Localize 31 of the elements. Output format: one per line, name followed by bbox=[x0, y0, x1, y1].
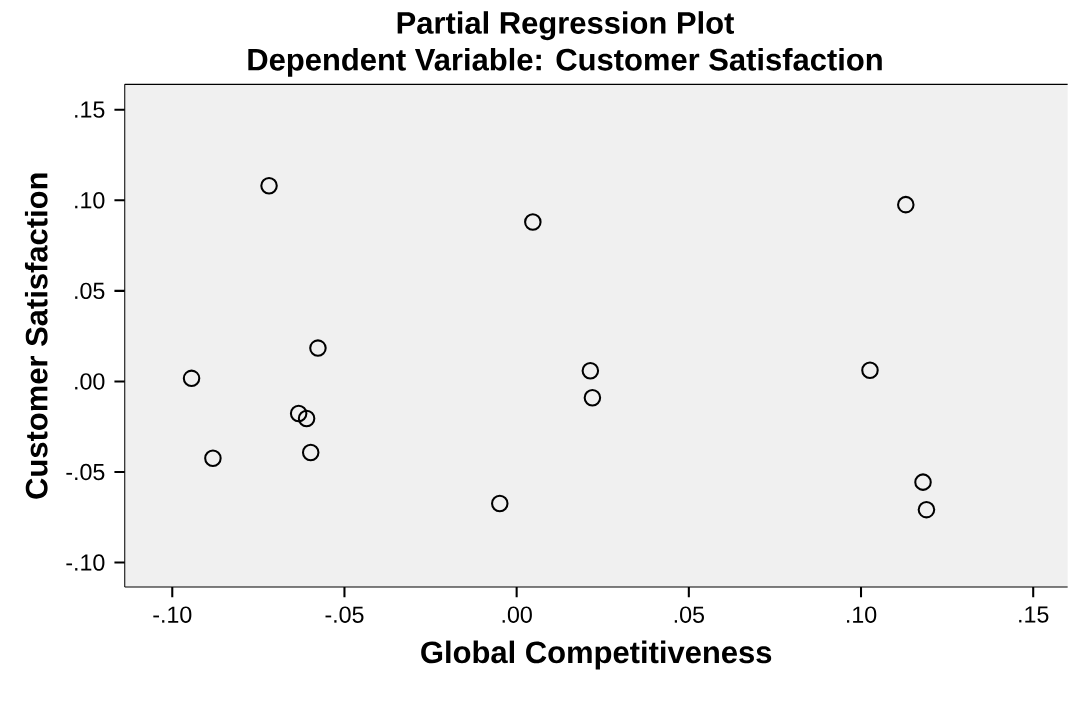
x-tick-label: -.05 bbox=[325, 606, 364, 623]
x-tick-label: .10 bbox=[846, 606, 877, 623]
y-tick-label: -.05 bbox=[66, 463, 105, 481]
chart-title: Partial Regression Plot bbox=[397, 11, 734, 41]
point bbox=[297, 409, 316, 428]
point bbox=[289, 404, 308, 423]
point bbox=[309, 339, 327, 357]
x-tick-label: -.10 bbox=[153, 606, 192, 623]
point bbox=[491, 494, 509, 513]
chart-subtitle: Dependent Variable: Customer Satisfaction bbox=[248, 48, 882, 77]
point bbox=[917, 500, 936, 519]
point bbox=[182, 369, 201, 388]
y-tick-label: .05 bbox=[75, 282, 105, 300]
point bbox=[581, 362, 600, 380]
x-tick-label: .05 bbox=[674, 606, 704, 623]
y-tick-label: .10 bbox=[75, 192, 105, 209]
point bbox=[861, 361, 879, 380]
x-axis-title: Global Competitiveness bbox=[421, 640, 772, 670]
point bbox=[260, 177, 278, 195]
y-tick-label: .15 bbox=[75, 101, 105, 118]
point bbox=[583, 389, 602, 407]
point bbox=[524, 213, 542, 231]
x-tick-label: .15 bbox=[1019, 606, 1049, 623]
point bbox=[914, 473, 932, 491]
y-tick-label: .00 bbox=[75, 373, 105, 390]
point bbox=[897, 195, 915, 214]
point bbox=[204, 449, 222, 468]
y-axis-title: Customer Satisfaction bbox=[24, 173, 48, 499]
y-tick-label: -.10 bbox=[66, 554, 105, 571]
point bbox=[301, 443, 320, 462]
x-tick-label: .00 bbox=[502, 606, 532, 623]
